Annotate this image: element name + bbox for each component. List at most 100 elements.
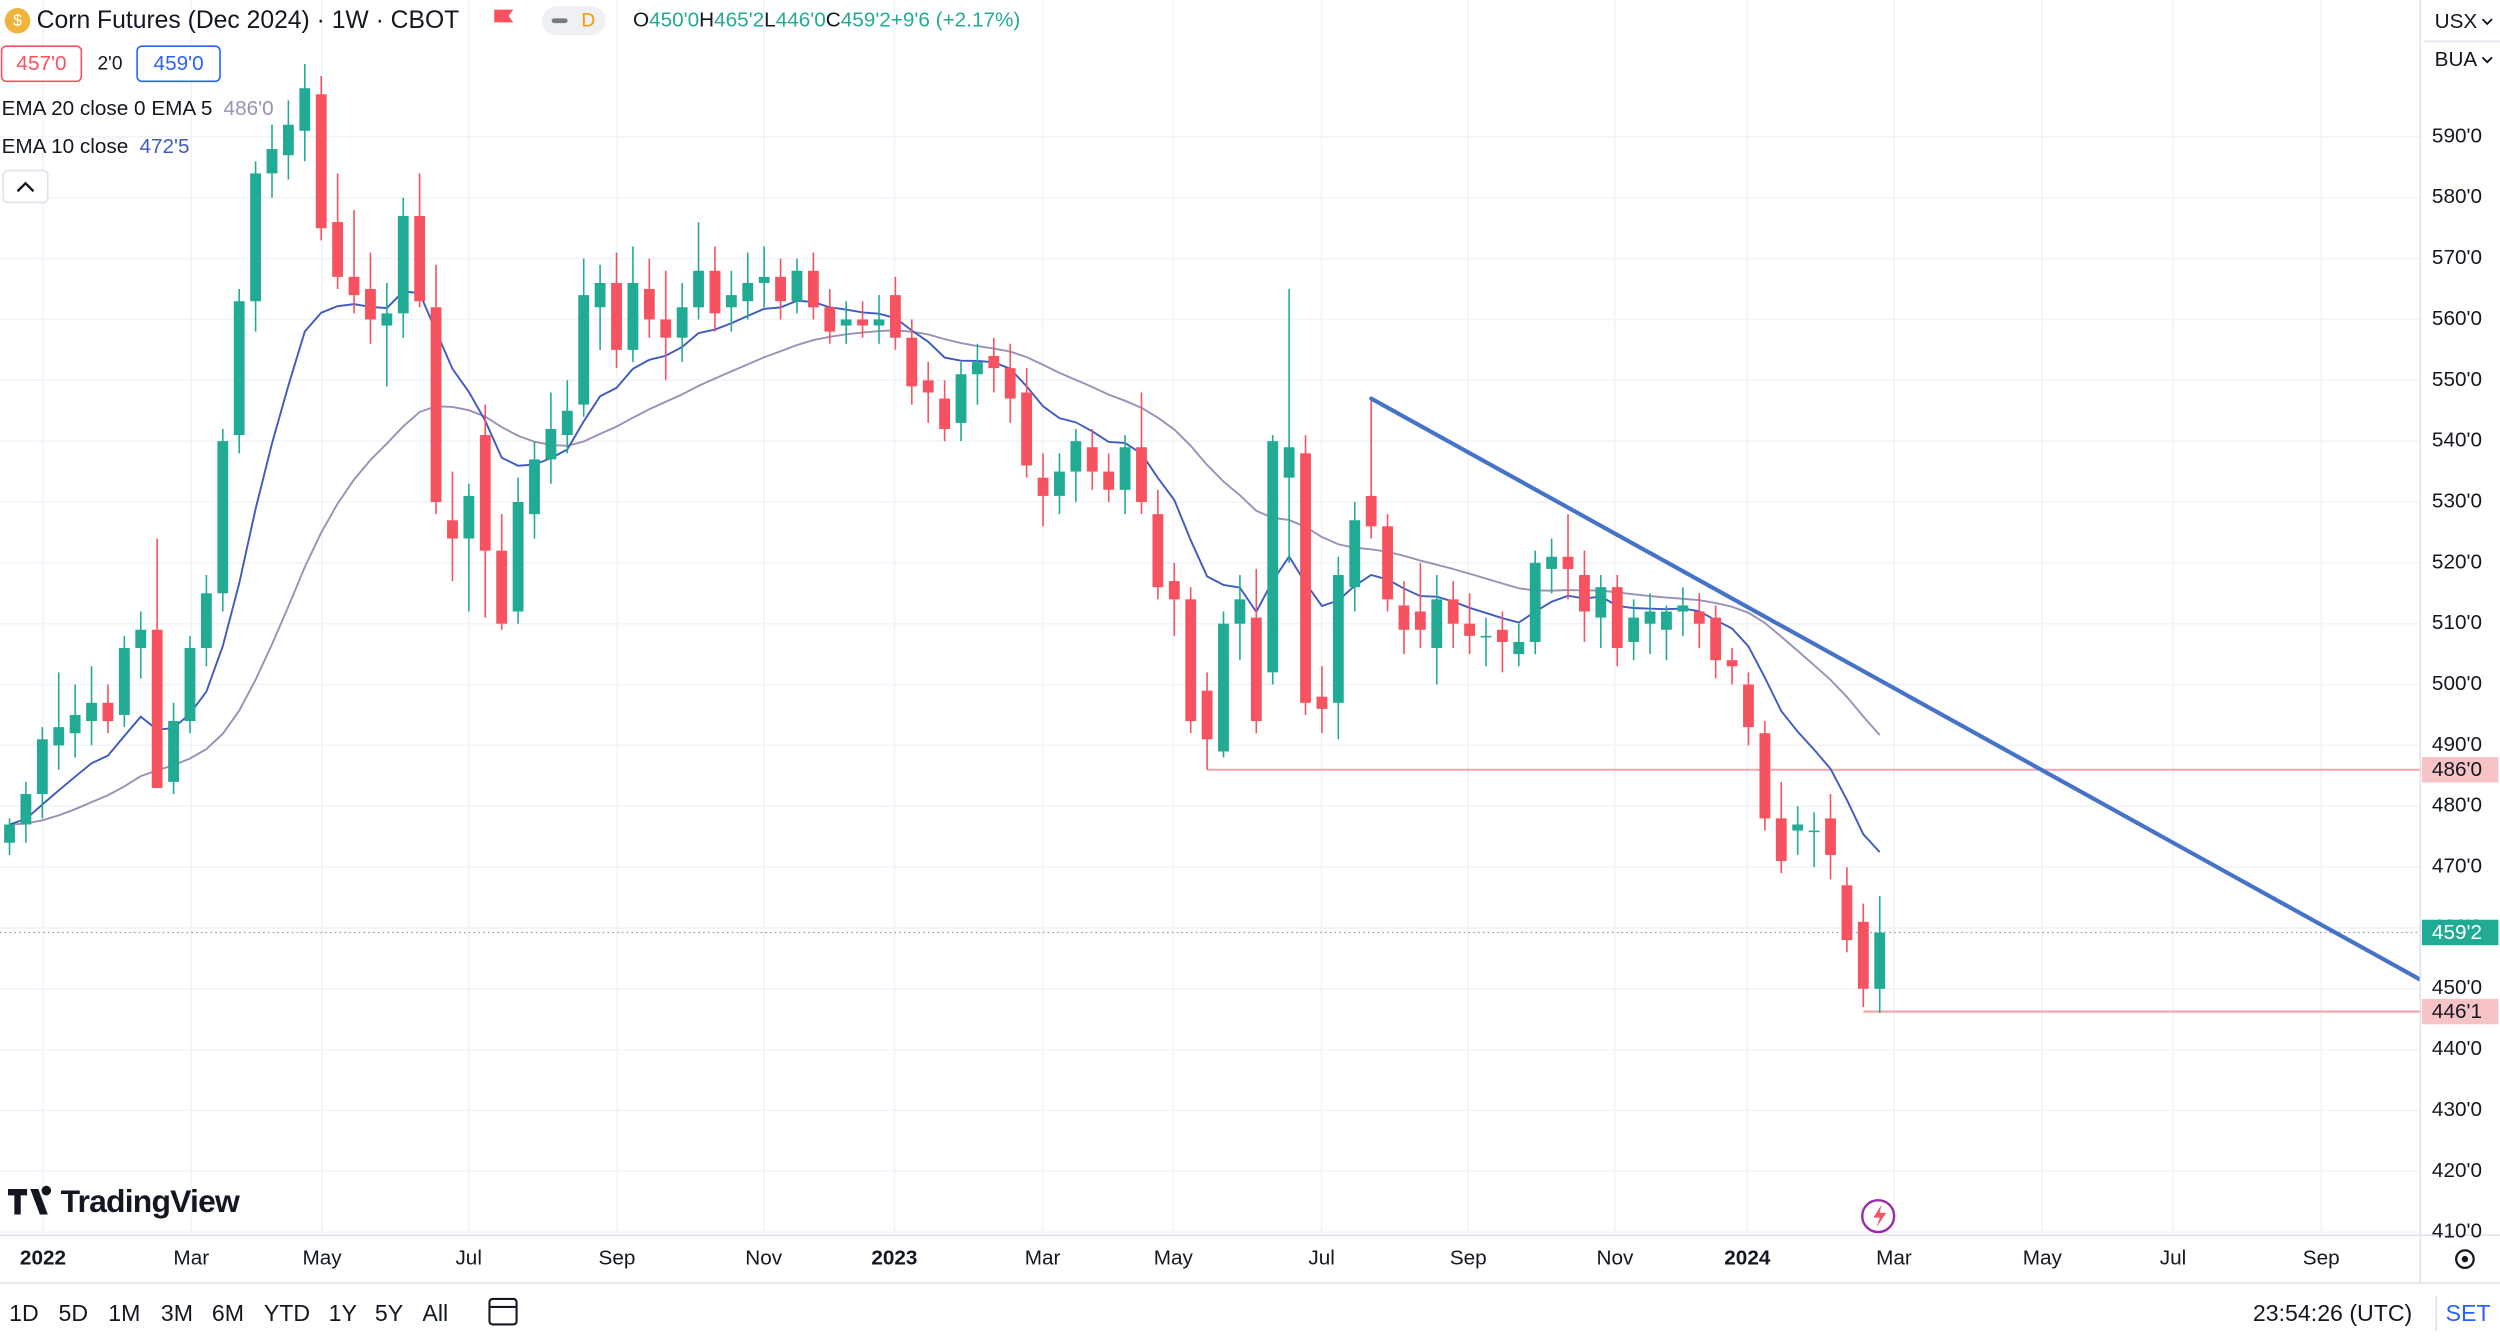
date-range-icon[interactable] (488, 1297, 518, 1326)
x-tick-label: 2023 (871, 1247, 917, 1270)
y-tick-label: 440'0 (2432, 1037, 2482, 1060)
candle-body (1250, 617, 1262, 722)
ohlc-key: H (699, 9, 714, 32)
y-tick-label: 430'0 (2432, 1098, 2482, 1121)
timeframe-button[interactable]: 3M (161, 1300, 193, 1326)
y-tick-label: 500'0 (2432, 672, 2482, 695)
candle-body (1431, 599, 1443, 649)
indicator-value: 486'0 (224, 97, 274, 120)
candle-body (315, 94, 327, 229)
indicator-name: EMA 10 close (2, 136, 129, 159)
ohlc-value: 459'2 (841, 9, 891, 32)
ohlc-key: O (633, 9, 649, 32)
candle-body (102, 702, 114, 722)
indicator-legend: EMA 20 close 0 EMA 5 486'0 (2, 97, 274, 120)
y-tick-label: 420'0 (2432, 1159, 2482, 1182)
candle-body (1234, 599, 1246, 624)
candle-body (955, 374, 967, 423)
candle-body (660, 319, 672, 338)
candle-body (1546, 556, 1558, 569)
candle-body (1037, 477, 1049, 496)
candle-body (1874, 932, 1886, 989)
symbol-icon (4, 7, 31, 34)
candle-body (217, 441, 229, 594)
x-tick-label: Mar (173, 1247, 209, 1270)
chart-title: Corn Futures (Dec 2024) · 1W · CBOT (37, 7, 460, 34)
indicator-legend: EMA 10 close 472'5 (2, 136, 190, 159)
ohlc-change: +9'6 (+2.17%) (891, 9, 1021, 32)
x-tick-label: Jul (1308, 1247, 1335, 1270)
candle-body (1365, 495, 1377, 527)
candle-body (758, 276, 770, 283)
candle-body (1611, 587, 1623, 649)
timeframe-button[interactable]: 5D (59, 1300, 89, 1326)
candle-body (69, 714, 81, 734)
badge[interactable] (542, 6, 606, 36)
buy-button[interactable] (136, 45, 221, 83)
candle-body (397, 216, 409, 314)
candle-body (529, 459, 540, 515)
symbol-icon-glyph: $ (13, 13, 22, 30)
candle-body (135, 629, 147, 649)
timeframe-button[interactable]: All (422, 1300, 448, 1326)
candle-body (348, 276, 360, 296)
x-tick-label: Sep (1450, 1247, 1487, 1270)
clock: 23:54:26 (UTC) (2253, 1300, 2412, 1326)
settings-button[interactable]: SET (2446, 1300, 2491, 1326)
unit[interactable]: BUA (2435, 48, 2478, 71)
timeframe-button[interactable]: 6M (212, 1300, 244, 1326)
x-tick-label: Sep (599, 1247, 636, 1270)
candle-body (1316, 696, 1328, 709)
candle-body (1332, 575, 1344, 703)
candle-body (775, 276, 786, 302)
price-label-box (2421, 756, 2499, 783)
candle-body (1726, 660, 1738, 667)
candle-body (184, 648, 196, 722)
currency[interactable]: USX (2435, 10, 2478, 33)
candle-body (1792, 824, 1804, 831)
candle-body (250, 173, 262, 302)
x-tick-label: May (1154, 1247, 1194, 1270)
sell-price: 457'0 (16, 52, 66, 75)
candle-body (807, 270, 819, 308)
candle-body (1119, 447, 1131, 490)
candle-body (1562, 556, 1574, 569)
timeframe-button[interactable]: 1Y (329, 1300, 357, 1326)
timeframe-button[interactable]: 1M (108, 1300, 140, 1326)
buy-price: 459'0 (154, 52, 204, 75)
settings-icon[interactable] (2455, 1249, 2475, 1270)
candle-body (939, 398, 951, 429)
timeframe-button[interactable]: 1D (9, 1300, 39, 1326)
x-tick-label: Jul (2160, 1247, 2187, 1270)
candle-body (1414, 611, 1426, 630)
timeframe-button[interactable]: 5Y (375, 1300, 403, 1326)
price-label: 446'1 (2432, 1000, 2482, 1023)
badge-icon (551, 18, 568, 24)
candle-body (889, 295, 901, 338)
candle-body (1382, 526, 1393, 600)
flag-icon[interactable] (494, 9, 514, 23)
candle-body (611, 282, 622, 350)
y-tick-label: 450'0 (2432, 976, 2482, 999)
candle-body (1644, 611, 1656, 624)
candle-body (4, 824, 15, 843)
y-tick-label: 530'0 (2432, 489, 2482, 512)
ohlc-value: 450'0 (649, 9, 699, 32)
brand-logo (7, 1185, 52, 1215)
candle-body (151, 629, 163, 788)
candle-body (1103, 471, 1115, 490)
candle-body (233, 301, 245, 436)
candle-body (545, 428, 557, 460)
candle-body (594, 282, 606, 308)
candle-body (1398, 605, 1410, 630)
timeframe-button[interactable]: YTD (264, 1300, 310, 1326)
y-tick-label: 540'0 (2432, 429, 2482, 452)
candle-body (627, 282, 639, 350)
candle-body (168, 721, 179, 782)
candle-body (1168, 581, 1180, 600)
candle-body (414, 216, 426, 302)
candle-body (86, 702, 97, 722)
sell-button[interactable] (0, 45, 83, 83)
collapse-button[interactable] (2, 169, 49, 204)
candle-body (1464, 623, 1476, 636)
